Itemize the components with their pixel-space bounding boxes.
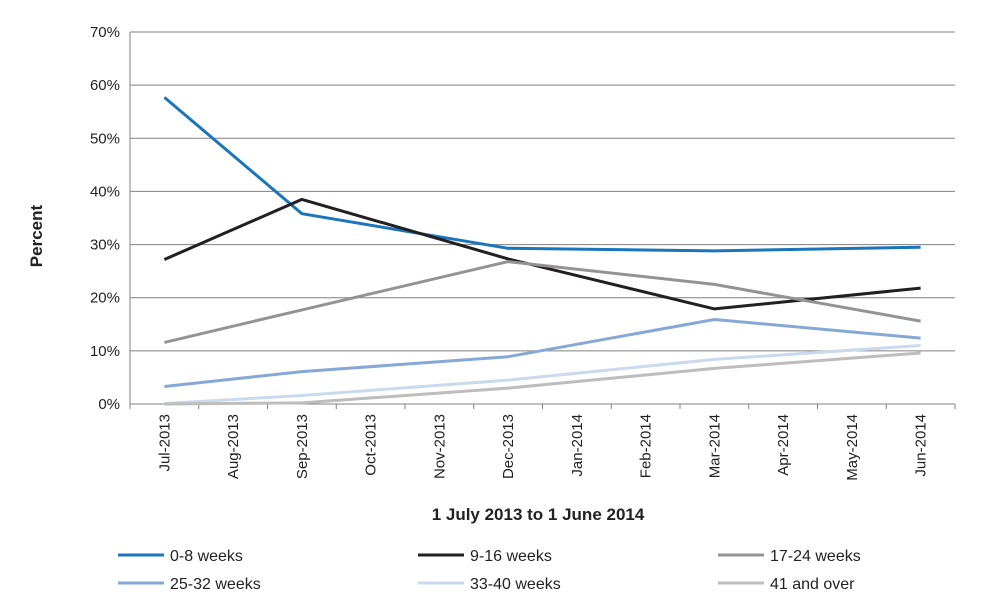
x-tick-label: Oct-2013	[363, 414, 380, 476]
x-tick-label: Jan-2014	[569, 414, 586, 477]
x-tick-label: Jun-2014	[913, 414, 930, 477]
y-axis-title: Percent	[27, 204, 46, 267]
x-tick-label: May-2014	[844, 414, 861, 481]
legend: 0-8 weeks 9-16 weeks 17-24 weeks 25-32 week…	[118, 548, 861, 593]
y-tick-label: 20%	[90, 290, 120, 307]
x-axis-title: 1 July 2013 to 1 June 2014	[432, 505, 645, 524]
legend-label-41-and-over: 41 and over	[770, 576, 855, 593]
legend-label-33-40-weeks: 33-40 weeks	[470, 576, 561, 593]
series-line-9-16-weeks	[163, 197, 921, 311]
y-tick-label: 50%	[90, 130, 120, 147]
x-tick-label: Dec-2013	[500, 414, 517, 479]
y-tick-label: 0%	[98, 396, 120, 413]
series-line-17-24-weeks	[164, 260, 921, 344]
y-tick-label: 60%	[90, 77, 120, 94]
series-line-25-32-weeks	[164, 318, 921, 388]
series-line-41-and-over	[164, 351, 921, 406]
x-tick-label: Nov-2013	[431, 414, 448, 479]
series-lines	[163, 96, 921, 406]
x-tick-label: Sep-2013	[294, 414, 311, 479]
y-tick-label: 40%	[90, 183, 120, 200]
y-axis-ticks: 0% 10% 20% 30% 40% 50% 60% 70%	[90, 24, 120, 413]
y-tick-label: 30%	[90, 237, 120, 254]
x-tick-label: Feb-2014	[638, 414, 655, 478]
legend-label-9-16-weeks: 9-16 weeks	[470, 548, 552, 565]
series-line-33-40-weeks	[164, 344, 921, 405]
x-axis-ticks: Jul-2013 Aug-2013 Sep-2013 Oct-2013 Nov-2013…	[156, 414, 929, 481]
y-tick-label: 10%	[90, 343, 120, 360]
x-tick-label: Apr-2014	[775, 414, 792, 476]
x-tick-label: Aug-2013	[225, 414, 242, 479]
series-line-0-8-weeks	[163, 96, 921, 253]
x-tick-label: Jul-2013	[156, 414, 173, 472]
gridlines	[130, 31, 955, 352]
legend-label-25-32-weeks: 25-32 weeks	[170, 576, 261, 593]
y-tick-label: 70%	[90, 24, 120, 41]
legend-label-17-24-weeks: 17-24 weeks	[770, 548, 861, 565]
legend-label-0-8-weeks: 0-8 weeks	[170, 548, 243, 565]
x-tick-label: Mar-2014	[706, 414, 723, 478]
